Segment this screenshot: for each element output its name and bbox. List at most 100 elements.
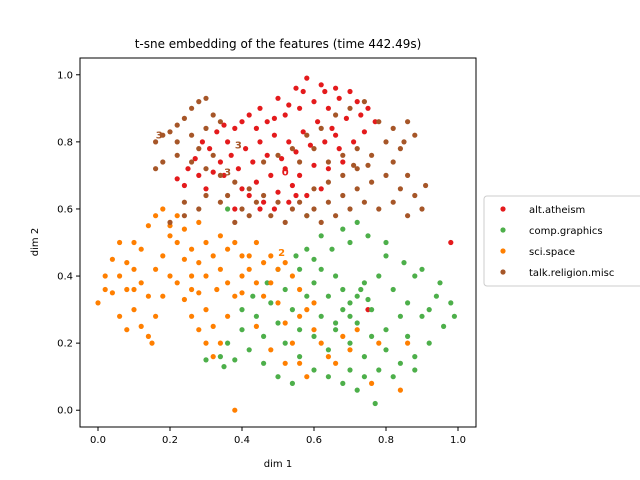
point-series-2-67: [289, 273, 295, 279]
point-series-2-38: [189, 313, 195, 319]
point-series-1-76: [397, 313, 403, 319]
y-tick-label-5: 1.0: [57, 70, 73, 81]
point-series-0-7: [232, 125, 238, 131]
point-series-1-1: [329, 246, 335, 252]
point-series-0-64: [239, 186, 245, 192]
point-series-2-13: [189, 273, 195, 279]
point-series-3-64: [239, 206, 245, 212]
point-series-3-80: [203, 125, 209, 131]
point-series-2-31: [138, 323, 144, 329]
point-series-2-91: [354, 327, 360, 333]
point-series-2-16: [210, 323, 216, 329]
point-series-1-2: [347, 239, 353, 246]
point-series-2-77: [405, 340, 411, 346]
point-series-2-94: [203, 273, 209, 279]
point-series-1-5: [401, 260, 407, 266]
point-series-3-5: [189, 105, 195, 111]
point-series-1-30: [304, 293, 310, 299]
point-series-2-86: [268, 347, 274, 353]
point-series-0-10: [264, 119, 270, 125]
point-series-1-28: [275, 320, 281, 326]
point-series-3-35: [347, 206, 353, 212]
point-series-2-85: [253, 323, 259, 329]
point-series-1-51: [293, 253, 299, 259]
point-series-3-32: [390, 199, 396, 205]
point-series-0-19: [343, 115, 349, 121]
legend-marker-3: [500, 269, 506, 275]
point-series-3-75: [246, 213, 252, 219]
point-series-2-6: [138, 246, 144, 252]
point-series-2-50: [167, 233, 173, 239]
point-series-1-6: [419, 266, 425, 272]
point-series-2-58: [225, 246, 231, 252]
point-series-1-53: [264, 280, 270, 286]
point-series-3-74: [297, 159, 303, 165]
point-series-0-38: [250, 159, 256, 165]
point-series-0-21: [315, 119, 321, 125]
point-series-1-31: [318, 313, 324, 319]
point-series-0-65: [300, 88, 306, 95]
point-series-2-34: [160, 293, 166, 299]
point-series-3-54: [167, 219, 173, 225]
point-series-2-71: [318, 340, 324, 346]
point-series-1-32: [333, 327, 339, 333]
point-series-1-35: [376, 367, 382, 373]
point-series-0-73: [322, 88, 328, 95]
annotations-layer: 3 3 3 0 2: [156, 131, 289, 259]
point-series-2-7: [145, 223, 151, 229]
point-series-3-18: [340, 172, 346, 178]
point-series-2-51: [174, 213, 180, 219]
point-series-3-13: [412, 132, 418, 138]
point-series-3-10: [376, 119, 382, 125]
point-series-1-39: [433, 293, 439, 299]
point-series-0-67: [271, 115, 277, 121]
x-axis-ticks: 0.0 0.2 0.4 0.6 0.8 1.0: [90, 427, 466, 446]
point-series-1-10: [426, 340, 432, 346]
point-series-2-79: [102, 286, 108, 293]
point-series-3-24: [340, 192, 346, 199]
point-series-2-23: [261, 260, 267, 266]
point-series-3-81: [196, 146, 202, 152]
point-series-2-93: [189, 286, 195, 293]
point-series-0-51: [297, 172, 303, 178]
point-series-2-97: [131, 286, 137, 293]
point-series-3-72: [325, 159, 331, 165]
point-series-0-14: [325, 105, 331, 111]
point-series-2-54: [196, 260, 202, 266]
point-series-3-36: [333, 213, 339, 219]
point-series-0-77: [448, 239, 454, 246]
point-series-1-18: [311, 280, 317, 286]
point-series-2-20: [239, 273, 245, 279]
point-series-2-56: [210, 253, 216, 259]
point-series-3-1: [160, 132, 166, 138]
point-series-3-14: [397, 146, 403, 152]
point-series-0-50: [282, 166, 288, 172]
point-series-1-23: [239, 327, 245, 333]
point-series-2-68: [297, 286, 303, 293]
point-series-2-3: [117, 239, 123, 246]
points-layer: [95, 75, 457, 413]
point-series-3-78: [174, 139, 180, 145]
point-series-0-43: [322, 139, 328, 145]
point-series-2-1: [102, 273, 108, 279]
point-series-2-61: [246, 266, 252, 272]
point-series-1-4: [383, 253, 389, 259]
point-series-0-3: [275, 95, 281, 101]
point-series-1-50: [304, 246, 310, 252]
point-series-2-18: [225, 313, 231, 319]
point-series-3-19: [325, 179, 331, 185]
point-series-3-73: [311, 146, 317, 152]
point-series-2-70: [311, 327, 317, 333]
point-series-3-8: [210, 112, 216, 118]
y-axis-ticks: 0.0 0.2 0.4 0.6 0.8 1.0: [57, 70, 80, 417]
point-series-3-55: [347, 105, 353, 111]
point-series-1-45: [390, 286, 396, 293]
point-series-3-22: [311, 206, 317, 212]
point-series-0-30: [199, 139, 205, 145]
point-series-0-57: [275, 189, 281, 195]
point-series-2-53: [189, 246, 195, 252]
point-series-1-65: [221, 364, 227, 370]
point-series-1-13: [383, 347, 389, 353]
y-tick-label-4: 0.8: [57, 137, 73, 148]
